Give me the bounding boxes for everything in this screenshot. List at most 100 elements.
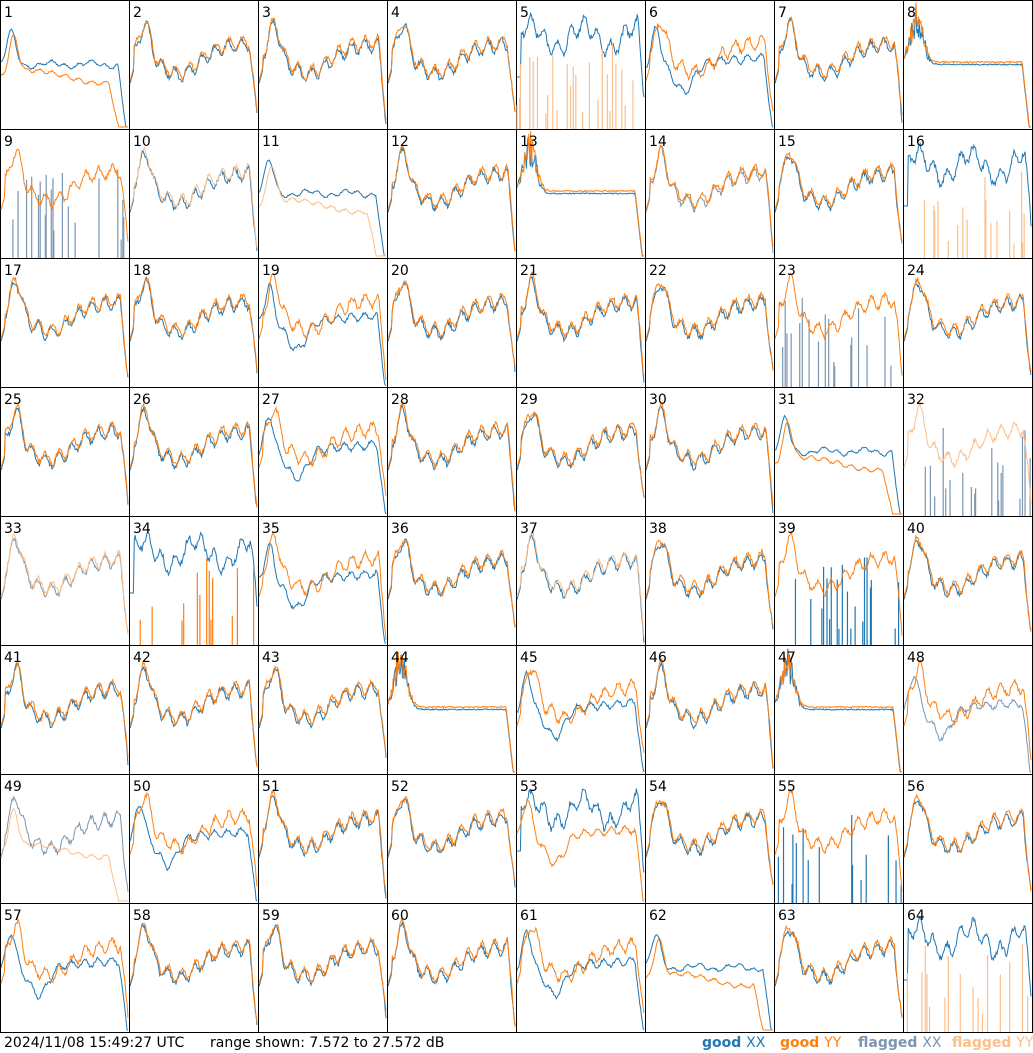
tile-14: 14 (645, 129, 775, 259)
tile-44: 44 (387, 645, 517, 775)
series-yy-line (258, 533, 387, 640)
tile-border (774, 0, 904, 130)
tile-label: 38 (649, 521, 667, 537)
tile-59: 59 (258, 903, 388, 1033)
series-xx-line (258, 924, 387, 1019)
series-yy-line (774, 924, 903, 1018)
tile-label: 44 (391, 650, 409, 666)
tile-label: 36 (391, 521, 409, 537)
series-xx-line (387, 538, 516, 628)
tile-49: 49 (0, 774, 130, 904)
tile-label: 9 (4, 134, 13, 150)
tile-label: 39 (778, 521, 796, 537)
tile-label: 11 (262, 134, 280, 150)
tile-43: 43 (258, 645, 388, 775)
series-yy-line (903, 658, 1032, 760)
tile-60: 60 (387, 903, 517, 1033)
tile-52: 52 (387, 774, 517, 904)
tile-label: 29 (520, 392, 538, 408)
series-yy-line (645, 282, 774, 371)
tile-34: 34 (129, 516, 259, 646)
tile-label: 59 (262, 908, 280, 924)
series-xx-line (517, 11, 645, 98)
series-xx-line (258, 417, 387, 515)
series-yy-line (0, 148, 129, 242)
tile-57: 57 (0, 903, 130, 1033)
tile-47: 47 (774, 645, 904, 775)
tile-label: 16 (907, 134, 925, 150)
series-yy-line (0, 403, 129, 503)
tile-3: 3 (258, 0, 388, 130)
series-xx-line (774, 414, 902, 515)
tile-label: 26 (133, 392, 151, 408)
series-xx-line (517, 788, 645, 873)
tile-label: 52 (391, 779, 409, 795)
series-xx-line (129, 20, 258, 114)
tile-55: 55 (774, 774, 904, 904)
tile-2: 2 (129, 0, 259, 130)
legend-good-yy: good YY (780, 1034, 841, 1052)
series-xx-line (258, 667, 387, 758)
tile-label: 61 (520, 908, 538, 924)
tile-56: 56 (903, 774, 1033, 904)
series-xx-line (645, 801, 774, 885)
series-yy-line (258, 405, 387, 496)
series-yy-line (645, 539, 774, 626)
tile-40: 40 (903, 516, 1033, 646)
tile-label: 10 (133, 134, 151, 150)
series-xx-line (645, 542, 774, 630)
tile-label: 45 (520, 650, 538, 666)
series-yy-line (774, 530, 903, 636)
tile-border (0, 0, 130, 130)
series-xx-line (774, 930, 903, 1017)
legend-word: good (702, 1035, 742, 1051)
legend-pol: YY (1016, 1035, 1033, 1051)
tile-label: 2 (133, 5, 142, 21)
series-yy-line (645, 402, 774, 507)
series-xx-line (0, 661, 129, 766)
timestamp-label: 2024/11/08 15:49:27 UTC (4, 1035, 185, 1051)
series-xx-line (516, 669, 645, 773)
series-xx-line (0, 281, 129, 378)
tile-16: 16 (903, 129, 1033, 259)
tile-1: 1 (0, 0, 130, 130)
tile-border (129, 0, 259, 130)
series-xx-line (516, 412, 645, 498)
tile-38: 38 (645, 516, 775, 646)
series-xx-line (129, 805, 258, 902)
tile-29: 29 (516, 387, 646, 517)
legend-flagged-yy: flagged YY (952, 1034, 1033, 1052)
series-yy-line (129, 922, 258, 1023)
series-yy-line (774, 788, 903, 892)
series-yy-line (0, 917, 129, 1018)
tile-border (516, 0, 646, 130)
series-yy-line (258, 166, 386, 257)
series-yy-line (645, 799, 774, 886)
tile-label: 51 (262, 779, 280, 795)
series-xx-line (904, 915, 1032, 997)
tile-label: 43 (262, 650, 280, 666)
tile-label: 35 (262, 521, 280, 537)
tile-35: 35 (258, 516, 388, 646)
series-xx-line (903, 540, 1032, 630)
series-yy-line (516, 669, 645, 753)
tile-label: 60 (391, 908, 409, 924)
tile-18: 18 (129, 258, 259, 388)
series-yy-line (645, 937, 773, 1031)
series-yy-line (903, 2, 1031, 128)
tile-label: 40 (907, 521, 925, 537)
tile-label: 23 (778, 263, 796, 279)
tile-12: 12 (387, 129, 517, 259)
series-xx-line (904, 141, 1032, 227)
legend-pol: YY (824, 1035, 842, 1051)
series-xx-line (516, 275, 645, 383)
series-yy-line (516, 271, 645, 377)
series-xx-line (129, 665, 258, 766)
series-yy-line (129, 402, 258, 508)
series-xx-line (387, 798, 516, 888)
series-yy-line (258, 273, 387, 381)
series-yy-line (0, 533, 129, 635)
series-xx-line (0, 407, 129, 505)
tile-label: 8 (907, 5, 916, 21)
